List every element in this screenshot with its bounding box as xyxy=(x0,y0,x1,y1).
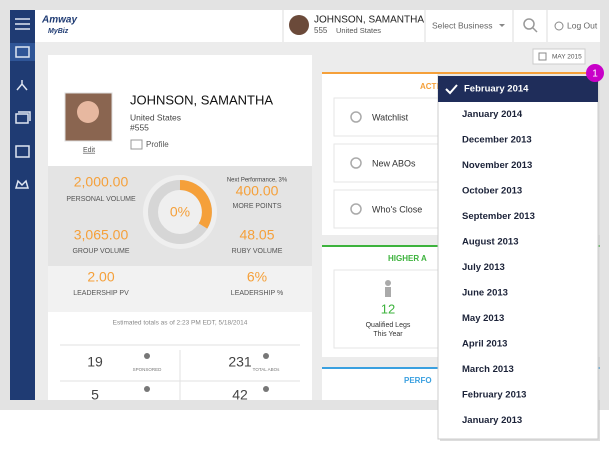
stat-label: GROUP VOLUME xyxy=(72,248,129,255)
dropdown-item[interactable]: April 2013 xyxy=(462,339,507,350)
estimate: Estimated totals as of 2:23 PM EDT, 5/18… xyxy=(113,320,248,327)
user-id: 555 xyxy=(314,26,328,35)
higher-label-1: Qualified Legs xyxy=(366,322,411,329)
count-label: SPONSORED xyxy=(133,367,163,372)
actions-border xyxy=(322,72,600,74)
profile-name: JOHNSON, SAMANTHA xyxy=(130,92,273,107)
action-icon xyxy=(350,157,362,169)
user-name: JOHNSON, SAMANTHA xyxy=(314,15,424,26)
business-select[interactable]: Select Business xyxy=(432,20,492,30)
badge xyxy=(586,64,604,82)
action-label: Who's Close xyxy=(372,204,422,214)
profile-id: #555 xyxy=(130,122,149,132)
higher-value: 12 xyxy=(381,301,395,316)
count-icon xyxy=(144,353,150,359)
top-dividers xyxy=(282,10,548,42)
count-icon xyxy=(144,386,150,392)
action-box[interactable] xyxy=(333,189,445,229)
user-country: United States xyxy=(336,26,381,35)
top-bar xyxy=(35,10,600,42)
dropdown-item[interactable]: June 2013 xyxy=(462,288,508,299)
stat-label: RUBY VOLUME xyxy=(232,248,283,255)
count-grid xyxy=(60,344,300,400)
donut-label: 0% xyxy=(170,204,190,220)
profile-link[interactable]: Profile xyxy=(146,140,169,149)
stat-label: MORE POINTS xyxy=(232,203,281,210)
donut-arc xyxy=(179,180,212,229)
profile-icon xyxy=(130,139,143,150)
next-performance: Next Performance, 3% xyxy=(227,178,288,184)
count-value: 5 xyxy=(91,387,99,403)
badge-label: 1 xyxy=(592,69,598,80)
stat-value: 48.05 xyxy=(239,227,274,243)
dropdown-item[interactable]: July 2013 xyxy=(462,262,505,273)
dropdown-item[interactable]: February 2014 xyxy=(464,84,529,95)
photo-face xyxy=(77,101,99,123)
dropdown-list: February 2014 January 2014 December 2013 No… xyxy=(462,84,535,427)
dropdown-item[interactable]: January 2014 xyxy=(462,109,523,120)
action-icon xyxy=(350,111,362,123)
count-value: 231 xyxy=(228,354,252,370)
stat-value: 6% xyxy=(247,269,267,285)
action-icon xyxy=(350,203,362,215)
higher-title: HIGHER A xyxy=(388,254,427,263)
dropdown-item[interactable]: September 2013 xyxy=(462,211,535,222)
sidebar-icons[interactable] xyxy=(10,18,35,189)
select-caret xyxy=(499,24,505,27)
action-box[interactable] xyxy=(333,97,445,137)
period-label: MAY 2015 xyxy=(552,54,582,61)
higher-label-2: This Year xyxy=(373,331,403,338)
counts: 19 SPONSORED 231 TOTAL ABOs 5 42 xyxy=(87,353,280,403)
stat-value: 2.00 xyxy=(87,269,114,285)
dropdown-item[interactable]: January 2013 xyxy=(462,415,522,426)
check-icon xyxy=(445,84,458,95)
actions-title: ACTI xyxy=(420,82,439,91)
person-icon xyxy=(385,280,391,297)
actions-list: Watchlist New ABOs Who's Close xyxy=(333,97,445,229)
stat-value: 3,065.00 xyxy=(74,227,129,243)
dropdown-selected xyxy=(438,76,598,102)
action-label: New ABOs xyxy=(372,158,416,168)
edit-link[interactable]: Edit xyxy=(83,147,95,154)
stat-label: LEADERSHIP % xyxy=(231,290,283,297)
stats-band-2 xyxy=(48,266,312,312)
calendar-icon xyxy=(538,52,547,61)
count-label: TOTAL ABOs xyxy=(253,367,280,372)
dropdown xyxy=(437,74,599,440)
profile-country: United States xyxy=(130,112,181,122)
sub-brand: MyBiz xyxy=(48,28,69,35)
count-icon xyxy=(263,353,269,359)
count-value: 42 xyxy=(232,387,248,403)
stat-label: LEADERSHIP PV xyxy=(73,290,129,297)
sidebar xyxy=(10,10,35,400)
dropdown-item[interactable]: May 2013 xyxy=(462,313,504,324)
dropdown-item[interactable]: November 2013 xyxy=(462,160,532,171)
stat-value: 2,000.00 xyxy=(74,174,129,190)
logout[interactable]: Log Out xyxy=(567,20,598,30)
brand: Amway xyxy=(41,15,77,26)
stat-label: PERSONAL VOLUME xyxy=(66,196,136,203)
search-icon[interactable] xyxy=(523,18,538,33)
logout-icon xyxy=(554,21,564,31)
stats: 2,000.00 PERSONAL VOLUME 400.00 MORE POINTS… xyxy=(66,174,283,297)
user-avatar[interactable] xyxy=(289,15,309,35)
count-icon xyxy=(263,386,269,392)
dropdown-item[interactable]: February 2013 xyxy=(462,390,526,401)
dropdown-item[interactable]: March 2013 xyxy=(462,364,514,375)
count-value: 19 xyxy=(87,354,103,370)
stat-value: 400.00 xyxy=(236,183,279,199)
dropdown-item[interactable]: October 2013 xyxy=(462,186,522,197)
dropdown-item[interactable]: August 2013 xyxy=(462,237,519,248)
perf-title: PERFO xyxy=(404,376,432,385)
dropdown-item[interactable]: December 2013 xyxy=(462,135,532,146)
action-label: Watchlist xyxy=(372,112,409,122)
